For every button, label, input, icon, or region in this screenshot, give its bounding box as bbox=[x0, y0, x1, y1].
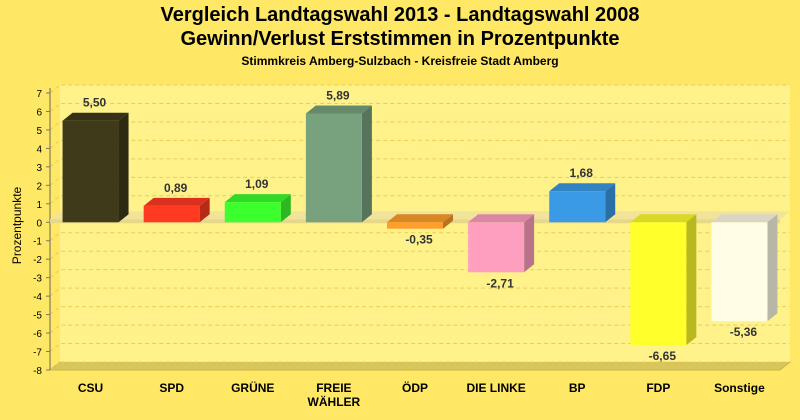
bar: 1,09 bbox=[224, 177, 291, 223]
data-label: -0,35 bbox=[405, 233, 433, 247]
x-tick-label: BP bbox=[569, 381, 586, 395]
bar-top bbox=[224, 194, 291, 203]
bar-front bbox=[143, 205, 200, 223]
bar-front bbox=[711, 222, 768, 322]
gridline bbox=[49, 324, 790, 334]
data-label: -2,71 bbox=[486, 276, 514, 290]
data-label: 1,68 bbox=[570, 166, 594, 180]
chart-subtitle: Gewinn/Verlust Erststimmen in Prozentpun… bbox=[180, 28, 620, 50]
bar: -5,36 bbox=[711, 214, 778, 339]
gridline bbox=[49, 361, 790, 371]
gridline bbox=[49, 176, 790, 186]
gridline bbox=[49, 269, 790, 279]
bar-side bbox=[199, 197, 210, 223]
y-tick-label: -7 bbox=[33, 348, 42, 359]
y-tick-label: 6 bbox=[36, 107, 42, 118]
bar: 0,89 bbox=[143, 181, 210, 223]
bar-side bbox=[524, 214, 535, 273]
data-label: 5,89 bbox=[326, 88, 350, 102]
y-tick-label: 5 bbox=[36, 126, 42, 137]
y-tick-label: -6 bbox=[33, 329, 42, 340]
x-tick-label: DIE LINKE bbox=[466, 381, 525, 395]
bar-front bbox=[224, 202, 281, 223]
bar-front bbox=[468, 222, 525, 273]
y-axis-label: Prozentpunkte bbox=[10, 186, 24, 264]
x-tick-label: FREIE WÄHLER bbox=[308, 381, 361, 409]
gridline bbox=[49, 343, 790, 352]
gridline bbox=[49, 102, 790, 112]
bar: -2,71 bbox=[468, 214, 535, 290]
bar: 5,89 bbox=[305, 88, 372, 223]
bar-front bbox=[549, 191, 606, 223]
bars: 5,50 0,89 1,09 5,89 -0,35 -2,71 1,68 -6,65 -5,36 bbox=[62, 88, 778, 363]
bar: 5,50 bbox=[62, 96, 129, 223]
gridline bbox=[49, 306, 790, 315]
bar-top bbox=[62, 112, 129, 121]
y-tick-label: 7 bbox=[36, 89, 42, 100]
bar-front bbox=[630, 222, 687, 346]
data-label: 5,50 bbox=[83, 96, 107, 110]
x-tick-labels: CSU SPD GRÜNE FREIE WÄHLER ÖDP DIE LINKE BP FDP S… bbox=[78, 380, 765, 409]
y-tick-label: -5 bbox=[33, 311, 42, 322]
bar-side bbox=[686, 214, 697, 346]
gridline bbox=[49, 121, 790, 131]
plot-floor bbox=[48, 361, 792, 371]
chart-caption: Stimmkreis Amberg-Sulzbach - Kreisfreie … bbox=[241, 54, 559, 68]
y-tick-label: -4 bbox=[33, 292, 42, 303]
gridline bbox=[49, 139, 790, 149]
bar-top bbox=[387, 214, 453, 223]
bar-side bbox=[443, 214, 453, 229]
bar: -0,35 bbox=[387, 214, 453, 247]
bar-top bbox=[630, 214, 697, 223]
bar-side bbox=[767, 214, 778, 322]
gridline bbox=[49, 195, 790, 205]
y-tick-label: -2 bbox=[33, 255, 42, 266]
x-tick-label: FDP bbox=[646, 381, 670, 395]
gridline bbox=[49, 250, 790, 260]
x-tick-label: Sonstige bbox=[714, 381, 765, 395]
chart-title: Vergleich Landtagswahl 2013 - Landtagswa… bbox=[160, 4, 640, 26]
data-label: 0,89 bbox=[164, 181, 188, 195]
bar-front bbox=[305, 113, 362, 223]
data-label: -5,36 bbox=[730, 325, 758, 339]
data-label: 1,09 bbox=[245, 177, 269, 191]
gridline bbox=[49, 158, 790, 168]
x-tick-label: SPD bbox=[159, 381, 184, 395]
bar: 1,68 bbox=[549, 166, 616, 223]
bar-top bbox=[549, 183, 616, 192]
y-tick-label: -1 bbox=[33, 237, 42, 248]
bar-front bbox=[62, 120, 119, 223]
bar-top bbox=[711, 214, 778, 223]
y-tick-label: -8 bbox=[33, 366, 42, 377]
bar: -6,65 bbox=[630, 214, 697, 363]
y-tick-label: 0 bbox=[36, 218, 42, 229]
y-tick-label: -3 bbox=[33, 274, 42, 285]
bar-front bbox=[387, 222, 443, 229]
x-tick-label: GRÜNE bbox=[231, 380, 274, 395]
gridline bbox=[49, 84, 790, 94]
data-label: -6,65 bbox=[649, 349, 677, 363]
bar-side bbox=[118, 112, 129, 223]
y-tick-label: 3 bbox=[36, 163, 42, 174]
y-tick-label: 1 bbox=[36, 200, 42, 211]
gridline bbox=[49, 287, 790, 297]
bar-side bbox=[605, 183, 616, 223]
bar-side bbox=[361, 105, 372, 223]
y-tick-labels: 7 6 5 4 3 2 1 0 -1 -2 -3 -4 -5 -6 -7 -8 bbox=[33, 89, 50, 377]
bar-top bbox=[305, 105, 372, 114]
x-tick-label: CSU bbox=[78, 381, 103, 395]
gridline bbox=[49, 232, 790, 242]
bar-top bbox=[468, 214, 535, 223]
bar-top bbox=[143, 197, 210, 206]
y-tick-label: 4 bbox=[36, 144, 42, 155]
y-tick-label: 2 bbox=[36, 181, 42, 192]
x-tick-label: ÖDP bbox=[402, 380, 428, 395]
bar-side bbox=[280, 194, 291, 223]
